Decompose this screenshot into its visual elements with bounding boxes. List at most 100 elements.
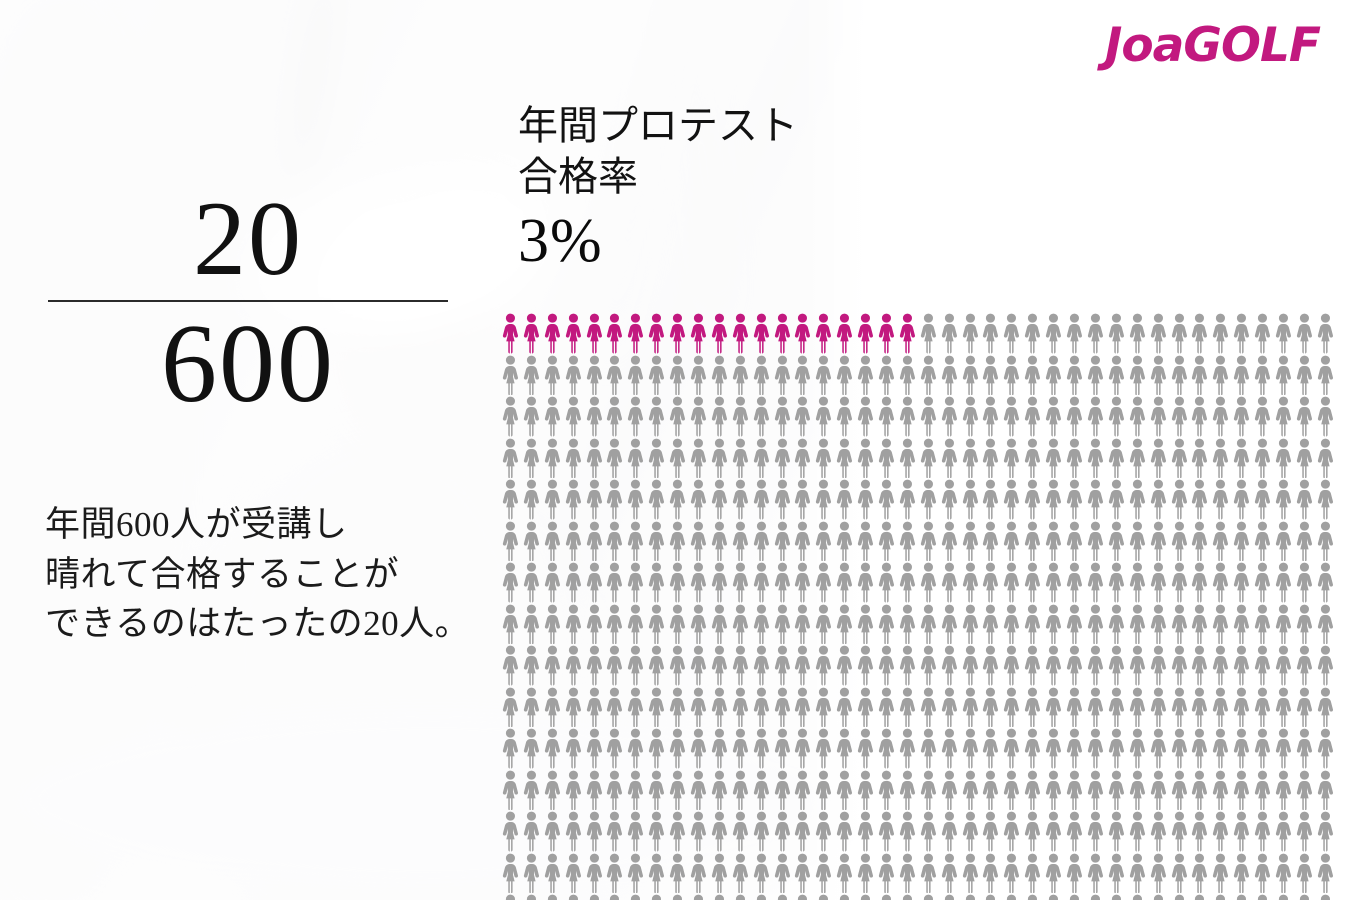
person-icon-failed <box>813 769 834 811</box>
person-icon-failed <box>542 893 563 900</box>
person-icon-failed <box>1273 354 1294 396</box>
person-icon-failed <box>813 354 834 396</box>
person-icon-failed <box>792 686 813 728</box>
person-icon-failed <box>1106 644 1127 686</box>
person-icon-failed <box>1022 312 1043 354</box>
person-icon-failed <box>1127 686 1148 728</box>
person-icon-failed <box>625 852 646 894</box>
person-icon-failed <box>1064 312 1085 354</box>
person-icon-passed <box>625 312 646 354</box>
person-icon-failed <box>542 727 563 769</box>
person-icon-failed <box>1085 312 1106 354</box>
person-icon-failed <box>855 354 876 396</box>
person-icon-failed <box>1315 686 1336 728</box>
person-icon-failed <box>709 644 730 686</box>
person-icon-failed <box>960 520 981 562</box>
person-icon-failed <box>542 603 563 645</box>
person-icon-failed <box>855 478 876 520</box>
person-icon-failed <box>688 354 709 396</box>
person-icon-failed <box>1022 686 1043 728</box>
person-icon-failed <box>897 644 918 686</box>
person-icon-failed <box>625 478 646 520</box>
person-icon-failed <box>834 893 855 900</box>
person-icon-failed <box>960 727 981 769</box>
person-icon-failed <box>1315 893 1336 900</box>
person-icon-failed <box>1043 437 1064 479</box>
person-icon-failed <box>1022 478 1043 520</box>
person-icon-failed <box>1106 603 1127 645</box>
person-icon-failed <box>1273 561 1294 603</box>
person-icon-failed <box>709 478 730 520</box>
person-icon-failed <box>584 561 605 603</box>
person-icon-failed <box>1294 644 1315 686</box>
person-icon-failed <box>1294 354 1315 396</box>
person-icon-failed <box>1294 727 1315 769</box>
person-icon-failed <box>1189 686 1210 728</box>
person-icon-passed <box>563 312 584 354</box>
person-icon-failed <box>1043 395 1064 437</box>
person-icon-failed <box>709 852 730 894</box>
person-icon-passed <box>730 312 751 354</box>
person-icon-failed <box>855 686 876 728</box>
person-icon-failed <box>584 852 605 894</box>
person-icon-failed <box>897 395 918 437</box>
person-icon-failed <box>772 727 793 769</box>
person-icon-failed <box>604 852 625 894</box>
person-icon-failed <box>1294 561 1315 603</box>
person-icon-passed <box>855 312 876 354</box>
person-icon-failed <box>1231 561 1252 603</box>
person-icon-failed <box>1064 852 1085 894</box>
person-icon-failed <box>960 312 981 354</box>
person-icon-failed <box>563 603 584 645</box>
person-icon-failed <box>688 561 709 603</box>
person-icon-failed <box>1127 893 1148 900</box>
person-icon-failed <box>1127 354 1148 396</box>
person-icon-failed <box>604 603 625 645</box>
person-icon-failed <box>521 686 542 728</box>
person-icon-failed <box>980 395 1001 437</box>
person-icon-failed <box>980 312 1001 354</box>
person-icon-failed <box>918 561 939 603</box>
person-icon-failed <box>1022 354 1043 396</box>
person-icon-failed <box>792 644 813 686</box>
person-icon-failed <box>1252 437 1273 479</box>
person-icon-passed <box>897 312 918 354</box>
brand-logo: JoaGOLF <box>1105 22 1321 69</box>
person-icon-failed <box>855 810 876 852</box>
person-icon-failed <box>792 561 813 603</box>
person-icon-failed <box>500 437 521 479</box>
pictogram-row <box>500 520 1336 562</box>
person-icon-failed <box>939 769 960 811</box>
person-icon-failed <box>1315 437 1336 479</box>
person-icon-failed <box>1106 312 1127 354</box>
person-icon-failed <box>646 810 667 852</box>
person-icon-failed <box>646 644 667 686</box>
person-icon-failed <box>1273 893 1294 900</box>
person-icon-passed <box>813 312 834 354</box>
person-icon-failed <box>542 686 563 728</box>
person-icon-failed <box>792 395 813 437</box>
person-icon-failed <box>1231 395 1252 437</box>
person-icon-failed <box>1169 686 1190 728</box>
person-icon-failed <box>1252 312 1273 354</box>
person-icon-failed <box>960 769 981 811</box>
person-icon-failed <box>584 354 605 396</box>
person-icon-failed <box>1043 727 1064 769</box>
person-icon-failed <box>1022 437 1043 479</box>
person-icon-failed <box>897 686 918 728</box>
person-icon-failed <box>646 893 667 900</box>
person-icon-failed <box>646 727 667 769</box>
person-icon-passed <box>667 312 688 354</box>
person-icon-failed <box>1231 312 1252 354</box>
person-icon-failed <box>834 478 855 520</box>
person-icon-failed <box>1001 644 1022 686</box>
person-icon-failed <box>730 727 751 769</box>
person-icon-failed <box>772 644 793 686</box>
person-icon-failed <box>1169 893 1190 900</box>
person-icon-failed <box>751 727 772 769</box>
person-icon-failed <box>688 769 709 811</box>
person-icon-failed <box>751 852 772 894</box>
person-icon-failed <box>939 354 960 396</box>
person-icon-failed <box>1189 893 1210 900</box>
person-icon-failed <box>584 727 605 769</box>
